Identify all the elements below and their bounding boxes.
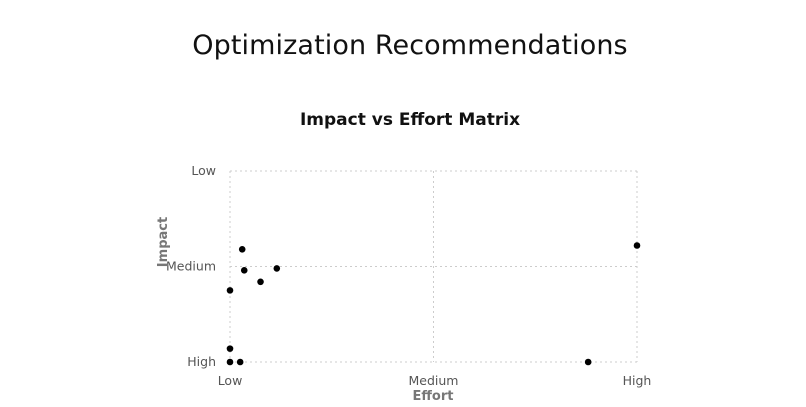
y-tick-label-medium: Medium [166,259,216,274]
scatter-point-3 [273,265,281,272]
scatter-point-8 [236,358,244,366]
scatter-point-7 [226,358,234,366]
scatter-point-2 [240,267,248,274]
x-axis-title: Effort [413,389,454,402]
scatter-point-9 [584,358,592,366]
grid-layer [229,170,638,363]
x-tick-label-medium: Medium [409,373,459,388]
scatter-point-1 [238,246,246,253]
chart-title: Impact vs Effort Matrix [300,110,520,130]
page-title: Optimization Recommendations [192,30,628,61]
scatter-point-10 [633,242,641,249]
scatter-point-6 [226,345,234,352]
x-tick-label-low: Low [218,373,243,388]
y-tick-label-low: Low [191,163,216,178]
y-tick-label-high: High [187,354,216,369]
scatter-point-4 [257,278,264,286]
x-tick-labels: Low Medium High [218,373,652,388]
scatter-point-5 [226,287,234,294]
y-axis-title: Impact [156,217,171,267]
y-tick-labels: Low Medium High [166,163,216,369]
x-tick-label-high: High [623,373,652,388]
data-points [226,242,641,366]
